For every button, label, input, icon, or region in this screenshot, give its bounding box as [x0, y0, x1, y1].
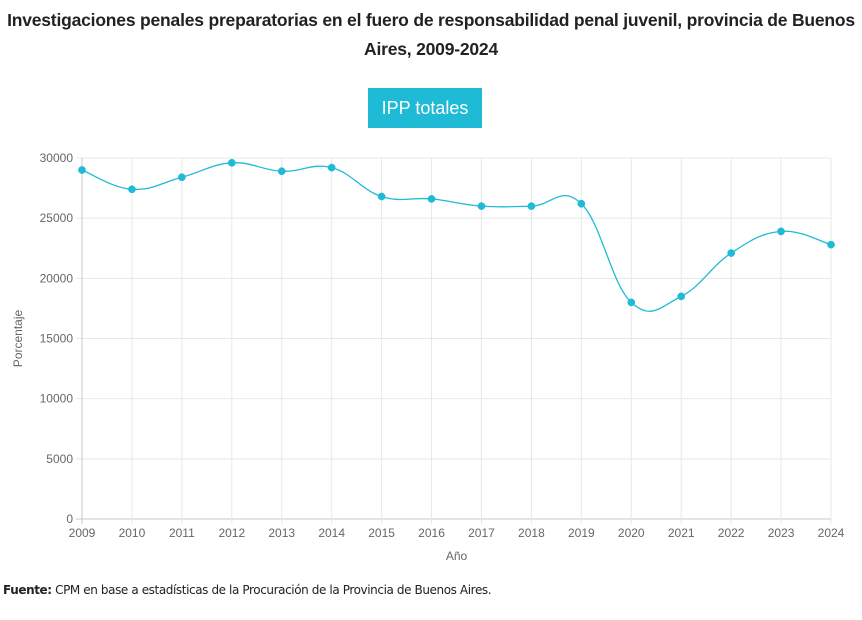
y-tick-label: 30000 [40, 151, 74, 165]
data-point [577, 199, 586, 208]
x-tick-label: 2022 [718, 526, 745, 540]
data-point [827, 240, 835, 249]
x-tick-label: 2010 [119, 526, 146, 540]
x-tick-label: 2016 [418, 526, 445, 540]
data-point [727, 249, 735, 257]
y-axis-ticks: 0 5000 10000 15000 20000 25000 30000 [40, 151, 74, 526]
source-label: Fuente: [3, 583, 52, 597]
y-tick-label: 5000 [46, 452, 73, 466]
data-point [377, 192, 386, 201]
source-note: Fuente: CPM en base a estadísticas de la… [3, 583, 492, 597]
x-tick-label: 2012 [218, 526, 245, 540]
x-tick-label: 2014 [318, 526, 345, 540]
data-point [178, 173, 186, 182]
series-line [81, 162, 832, 312]
x-axis-ticks: 2009 2010 2011 2012 2013 2014 2015 2016 2017 2018… [69, 526, 845, 540]
x-tick-label: 2019 [568, 526, 595, 540]
y-axis-title: Porcentaje [11, 309, 25, 367]
data-point [427, 195, 436, 203]
x-tick-label: 2013 [268, 526, 295, 540]
data-point [527, 202, 536, 210]
x-tick-label: 2024 [818, 526, 845, 540]
data-point [128, 185, 136, 194]
data-point [327, 163, 336, 172]
x-tick-label: 2011 [169, 526, 195, 540]
y-tick-label: 0 [66, 512, 73, 526]
x-axis-title: Año [446, 549, 468, 563]
x-tick-label: 2018 [518, 526, 545, 540]
x-tick-label: 2021 [668, 526, 695, 540]
data-point [277, 167, 286, 176]
legend-item-ipp-totales[interactable]: IPP totales [368, 88, 482, 128]
x-tick-label: 2015 [368, 526, 395, 540]
y-tick-label: 10000 [40, 392, 74, 406]
source-text: CPM en base a estadísticas de la Procura… [51, 583, 492, 597]
data-point [477, 202, 486, 210]
chart-title: Investigaciones penales preparatorias en… [7, 10, 855, 59]
x-tick-label: 2017 [468, 526, 495, 540]
x-tick-label: 2009 [69, 526, 96, 540]
data-point [627, 298, 636, 307]
x-tick-label: 2023 [768, 526, 795, 540]
data-point [777, 227, 785, 236]
data-point [227, 158, 236, 167]
data-point [78, 166, 86, 174]
series-ipp-totales [78, 158, 835, 312]
y-tick-label: 15000 [40, 332, 74, 346]
data-point [677, 292, 686, 301]
y-tick-label: 20000 [40, 271, 74, 285]
y-tick-label: 25000 [40, 211, 74, 225]
grid-lines [76, 157, 832, 524]
x-tick-label: 2020 [618, 526, 645, 540]
